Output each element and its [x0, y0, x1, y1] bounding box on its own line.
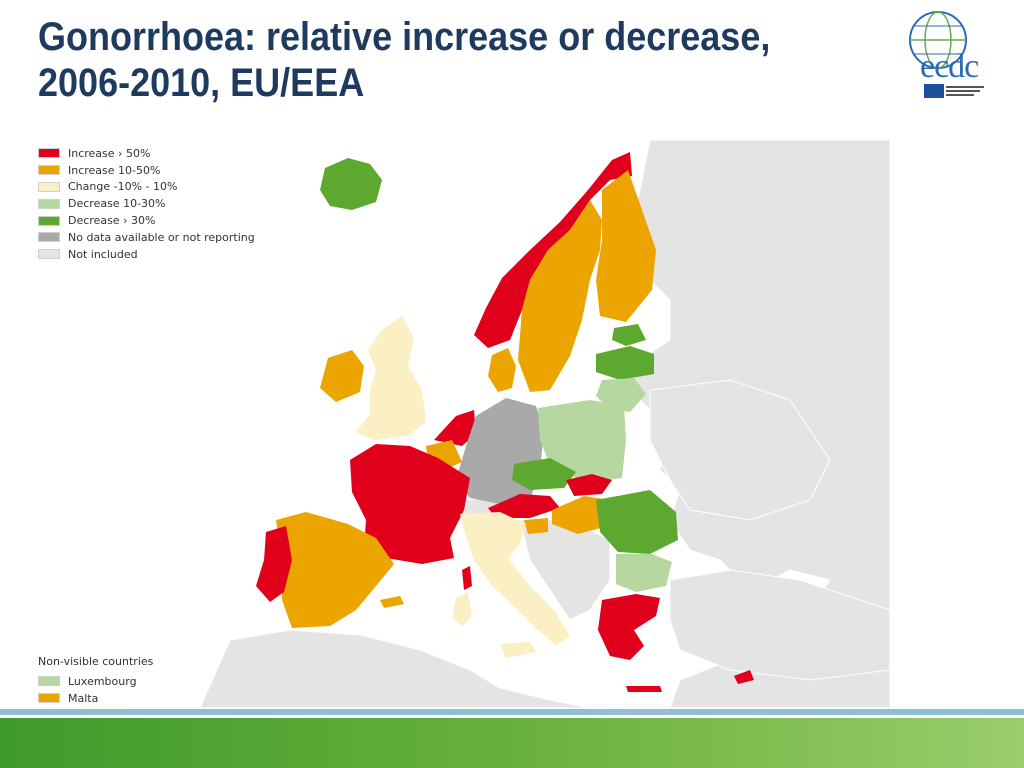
footer-divider — [0, 709, 1024, 715]
slide-title: Gonorrhoea: relative increase or decreas… — [38, 15, 771, 105]
legend-label: Decrease › 30% — [68, 214, 156, 228]
sicily — [500, 642, 536, 658]
austria — [488, 494, 560, 518]
legend-swatch — [38, 198, 60, 209]
united-kingdom — [356, 316, 426, 440]
cyprus — [734, 670, 754, 684]
finland — [596, 170, 656, 322]
romania — [596, 490, 678, 554]
legend-label: Malta — [68, 691, 99, 705]
non-visible-countries: Non-visible countries Luxembourg Malta — [38, 655, 153, 707]
legend-item-increase-gt-50: Increase › 50% — [38, 145, 255, 162]
legend-swatch — [38, 148, 60, 159]
legend-label: Not included — [68, 247, 138, 261]
ecdc-logo — [900, 10, 990, 105]
legend-label: Increase 10-50% — [68, 163, 161, 177]
legend-item-decrease-10-30: Decrease 10-30% — [38, 195, 255, 212]
legend-swatch — [38, 215, 60, 226]
corsica — [462, 566, 472, 590]
legend-swatch — [38, 676, 60, 687]
non-visible-item-luxembourg: Luxembourg — [38, 673, 153, 690]
sardinia — [452, 592, 472, 626]
legend-item-not-included: Not included — [38, 246, 255, 263]
poland — [538, 400, 626, 482]
legend-label: Decrease 10-30% — [68, 197, 166, 211]
legend-item-change-pm10: Change -10% - 10% — [38, 179, 255, 196]
globe-icon — [909, 11, 984, 98]
legend-item-no-data: No data available or not reporting — [38, 229, 255, 246]
legend-swatch — [38, 181, 60, 192]
north-africa — [199, 629, 591, 708]
turkey — [669, 569, 890, 681]
ireland — [320, 350, 364, 402]
iceland — [320, 158, 382, 210]
norway — [474, 152, 632, 348]
czech-republic — [512, 458, 576, 490]
sweden — [518, 200, 602, 392]
legend-label: No data available or not reporting — [68, 230, 255, 244]
slovenia — [524, 518, 548, 534]
bulgaria — [616, 554, 672, 592]
legend-label: Increase › 50% — [68, 146, 151, 160]
europe-map — [30, 140, 890, 708]
legend-item-increase-10-50: Increase 10-50% — [38, 162, 255, 179]
denmark — [488, 348, 516, 392]
legend-swatch — [38, 232, 60, 243]
balearic-islands — [380, 596, 404, 608]
portugal — [256, 526, 292, 602]
italy — [460, 512, 570, 646]
crete — [626, 686, 662, 692]
legend-label: Luxembourg — [68, 674, 137, 688]
slovakia — [566, 474, 612, 496]
latvia — [596, 346, 654, 380]
legend-swatch — [38, 693, 60, 704]
greece — [598, 594, 660, 660]
footer-band — [0, 718, 1024, 768]
netherlands — [434, 410, 476, 446]
estonia — [612, 324, 646, 346]
non-visible-item-malta: Malta — [38, 690, 153, 707]
legend-swatch — [38, 249, 60, 260]
spain — [276, 512, 394, 628]
france — [350, 444, 470, 564]
non-visible-title: Non-visible countries — [38, 655, 154, 668]
belarus-ukraine — [649, 379, 831, 521]
hungary — [552, 496, 610, 534]
legend-swatch — [38, 165, 60, 176]
map-legend: Increase › 50% Increase 10-50% Change -1… — [38, 145, 255, 263]
legend-label: Change -10% - 10% — [68, 180, 178, 194]
legend-item-decrease-gt-30: Decrease › 30% — [38, 212, 255, 229]
ecdc-wordmark: ecdc — [920, 48, 979, 85]
